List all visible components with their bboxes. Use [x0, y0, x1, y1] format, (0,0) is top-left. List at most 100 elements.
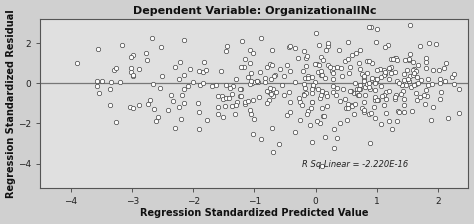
Point	[241, 101, 249, 104]
Point	[218, 94, 226, 97]
Point	[297, 118, 304, 122]
Point	[415, 81, 422, 84]
Point	[361, 100, 368, 104]
Point	[371, 99, 379, 102]
Point	[435, 68, 443, 71]
Point	[271, 74, 278, 78]
Point	[195, 69, 203, 73]
Point	[196, 83, 203, 86]
Point	[287, 110, 294, 114]
Point	[370, 105, 377, 109]
Point	[399, 84, 406, 87]
Point	[324, 45, 332, 48]
Point	[247, 79, 255, 83]
Point	[355, 87, 363, 90]
Point	[387, 57, 395, 61]
Point	[391, 57, 399, 60]
Point	[237, 94, 245, 98]
Point	[408, 110, 416, 113]
Point	[368, 111, 375, 115]
Point	[266, 62, 274, 66]
Point	[246, 108, 254, 112]
Point	[401, 73, 408, 76]
Point	[328, 69, 336, 73]
Point	[208, 84, 216, 87]
Point	[93, 79, 101, 82]
Point	[311, 80, 319, 84]
Point	[380, 94, 388, 97]
Point	[385, 119, 392, 123]
Point	[395, 110, 403, 113]
Point	[437, 81, 444, 85]
Point	[330, 127, 338, 131]
Point	[365, 25, 373, 29]
Point	[341, 97, 348, 101]
Point	[322, 91, 330, 95]
Point	[214, 95, 221, 98]
Point	[372, 116, 379, 119]
Point	[347, 89, 355, 93]
Point	[422, 88, 429, 92]
Point	[330, 146, 338, 149]
Title: Dependent Variable: OrganizationalINc: Dependent Variable: OrganizationalINc	[133, 6, 376, 15]
Point	[360, 110, 367, 114]
Point	[413, 99, 421, 102]
Point	[314, 71, 321, 74]
Point	[364, 82, 371, 86]
Point	[333, 87, 341, 90]
Point	[300, 93, 308, 96]
Point	[455, 87, 462, 90]
Point	[329, 90, 337, 94]
Point	[400, 89, 407, 93]
Point	[238, 39, 246, 43]
Point	[315, 43, 323, 46]
Point	[200, 60, 208, 64]
Point	[368, 25, 375, 28]
Point	[312, 31, 320, 35]
Point	[429, 105, 437, 109]
Y-axis label: Regression Standardized Residual: Regression Standardized Residual	[6, 9, 16, 198]
Point	[388, 65, 395, 69]
Point	[348, 104, 356, 108]
Point	[317, 96, 324, 100]
Point	[116, 80, 123, 84]
Point	[261, 76, 268, 80]
Point	[421, 102, 429, 106]
Point	[382, 111, 390, 115]
Point	[194, 101, 201, 104]
Point	[406, 74, 413, 78]
Point	[400, 78, 407, 81]
Point	[291, 130, 299, 134]
Point	[410, 73, 417, 77]
Point	[319, 89, 326, 93]
Point	[377, 122, 385, 126]
Point	[136, 103, 143, 107]
Point	[378, 94, 386, 98]
Point	[401, 80, 409, 84]
Point	[344, 102, 352, 106]
Point	[256, 70, 264, 73]
Point	[280, 93, 288, 97]
Point	[336, 48, 343, 52]
Point	[413, 91, 420, 95]
Point	[427, 118, 435, 122]
Point	[246, 83, 254, 86]
Point	[337, 121, 344, 125]
Point	[369, 79, 376, 82]
Point	[318, 55, 325, 59]
Point	[236, 87, 244, 90]
Point	[275, 142, 283, 145]
Point	[358, 72, 365, 76]
Point	[118, 43, 126, 46]
Point	[423, 94, 431, 97]
Point	[268, 127, 276, 130]
Point	[219, 97, 227, 101]
Point	[303, 113, 310, 116]
Point	[401, 97, 408, 101]
Point	[313, 62, 321, 66]
Point	[273, 91, 280, 94]
Point	[283, 63, 291, 67]
Point	[324, 41, 332, 44]
Point	[127, 56, 135, 59]
Point	[184, 84, 191, 88]
